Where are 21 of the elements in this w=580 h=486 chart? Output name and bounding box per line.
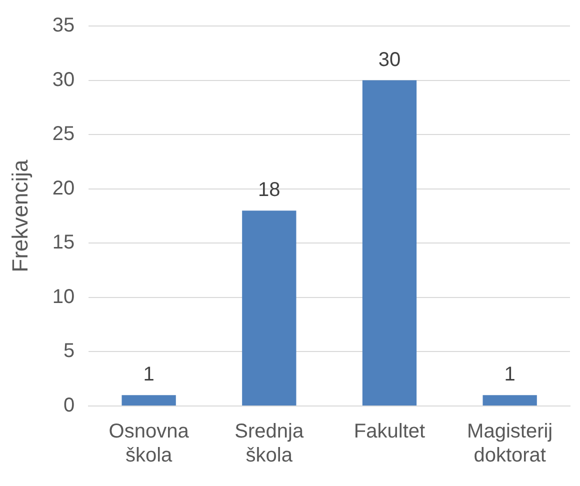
y-tick-label: 0 xyxy=(64,394,75,417)
bar xyxy=(362,80,417,406)
bar xyxy=(482,395,537,406)
y-tick-label: 25 xyxy=(52,123,75,146)
y-tick-label: 35 xyxy=(52,14,75,37)
data-label: 18 xyxy=(258,179,280,202)
bar xyxy=(242,210,296,406)
data-label: 1 xyxy=(143,364,154,386)
y-tick-label: 15 xyxy=(52,232,75,254)
bar xyxy=(122,395,176,406)
x-tick-label: Fakultet xyxy=(354,420,426,443)
y-tick-label: 5 xyxy=(64,340,75,362)
y-tick-label: 30 xyxy=(52,68,75,91)
x-tick-label: Osnovna škola xyxy=(108,420,190,467)
y-tick-label: 10 xyxy=(52,286,75,308)
data-label: 1 xyxy=(504,364,516,386)
data-label: 30 xyxy=(378,48,401,71)
x-tick-label: Srednja škola xyxy=(234,420,304,467)
y-tick-label: 20 xyxy=(52,177,75,200)
y-axis-title: Frekvencija xyxy=(7,158,32,272)
x-tick-label: Magisterij doktorat xyxy=(467,420,553,467)
